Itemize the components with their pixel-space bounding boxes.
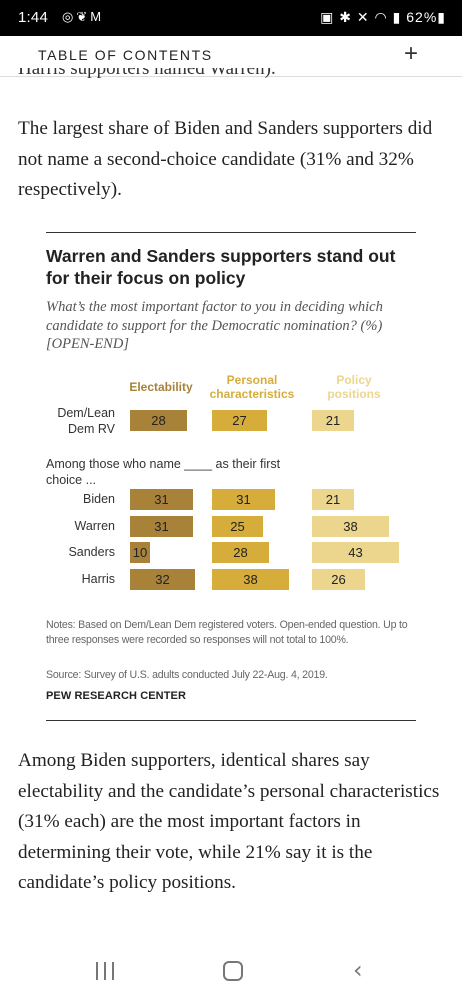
bar-0-3: 10 — [130, 542, 150, 563]
status-time: 1:44 — [18, 9, 48, 26]
butterfly-icon: ❦ — [76, 9, 91, 24]
row-label: Harris — [81, 572, 115, 586]
bar-1-4: 38 — [212, 569, 289, 590]
row-label: Sanders — [68, 545, 115, 559]
battery-level: 62% — [406, 9, 438, 25]
legend-policy: Policy positions — [327, 373, 381, 401]
bar-2-2: 38 — [312, 516, 389, 537]
battery-icon: ▮ — [437, 9, 446, 25]
legend-personal: Personal characteristics — [209, 373, 295, 401]
bar-1-2: 25 — [212, 516, 263, 537]
among-label: Among those who name ____ as their first… — [46, 457, 281, 487]
row-label: Warren — [74, 519, 115, 533]
signal-icon: ▮ — [392, 9, 402, 25]
instagram-icon: ◎ — [62, 9, 77, 24]
toc-expand-button[interactable]: + — [403, 40, 418, 67]
legend-electability: Electability — [129, 380, 193, 394]
shield-icon: ▣ — [320, 9, 335, 25]
chart-bottom-rule — [46, 720, 416, 721]
gmail-icon: M — [90, 9, 105, 24]
chart-subtitle: What’s the most important factor to you … — [46, 299, 383, 352]
bar-2-0: 21 — [312, 410, 354, 431]
bar-2-3: 43 — [312, 542, 399, 563]
article-paragraph: Among Biden supporters, identical shares… — [18, 750, 440, 893]
bar-0-0: 28 — [130, 410, 187, 431]
bar-1-0: 27 — [212, 410, 267, 431]
bar-0-4: 32 — [130, 569, 195, 590]
table-of-contents-bar[interactable]: TABLE OF CONTENTS + — [0, 36, 462, 77]
system-icons: ▣ ✱ ✕ ◠ ▮ 62%▮ — [320, 9, 446, 26]
bar-0-2: 31 — [130, 516, 193, 537]
clipped-text: Harris supporters named Warren). — [18, 68, 276, 78]
chart-notes: Notes: Based on Dem/Lean Dem registered … — [46, 619, 408, 646]
wifi-icon: ◠ — [374, 9, 388, 25]
bluetooth-icon: ✱ — [339, 9, 353, 25]
back-icon[interactable]: ‹ — [353, 956, 363, 984]
row-label: Biden — [83, 492, 115, 506]
system-navbar: ‹ — [0, 948, 462, 1000]
article-paragraph: The largest share of Biden and Sanders s… — [18, 118, 433, 200]
notification-icons: ◎❦M — [62, 9, 104, 25]
bar-2-4: 26 — [312, 569, 365, 590]
bar-2-1: 21 — [312, 489, 354, 510]
chart-title: Warren and Sanders supporters stand out … — [46, 246, 396, 288]
status-bar: 1:44 ◎❦M ▣ ✱ ✕ ◠ ▮ 62%▮ — [0, 0, 462, 36]
bar-0-1: 31 — [130, 489, 193, 510]
bar-1-3: 28 — [212, 542, 269, 563]
chart-source: Source: Survey of U.S. adults conducted … — [46, 669, 328, 681]
row-label: Dem/Lean Dem RV — [57, 406, 115, 436]
bar-1-1: 31 — [212, 489, 275, 510]
home-icon[interactable] — [223, 961, 243, 981]
mute-icon: ✕ — [356, 9, 370, 25]
chart-top-rule — [46, 232, 416, 233]
toc-title: TABLE OF CONTENTS — [38, 47, 213, 63]
pew-logo-text: PEW RESEARCH CENTER — [46, 690, 187, 702]
recent-apps-icon[interactable] — [94, 962, 116, 980]
